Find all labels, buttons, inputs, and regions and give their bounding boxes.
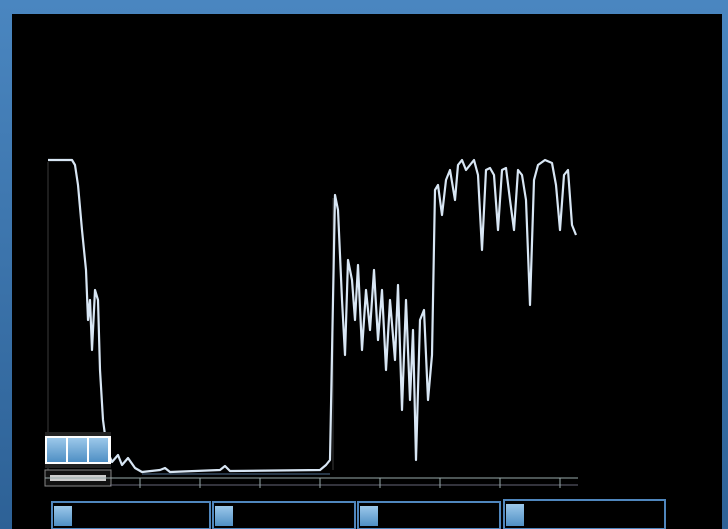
clip-icon <box>54 506 72 526</box>
clip-thumbnail[interactable] <box>213 502 355 529</box>
clip-icon <box>506 504 524 526</box>
thumbnail-track <box>52 500 665 529</box>
clip-thumbnail[interactable] <box>358 502 500 529</box>
screen <box>0 0 728 529</box>
clip-thumbnail[interactable] <box>52 502 210 529</box>
page <box>0 0 728 529</box>
clip-icon <box>360 506 378 526</box>
clip-icon <box>215 506 233 526</box>
viewport <box>12 14 722 529</box>
clip-thumbnail[interactable] <box>504 500 665 529</box>
